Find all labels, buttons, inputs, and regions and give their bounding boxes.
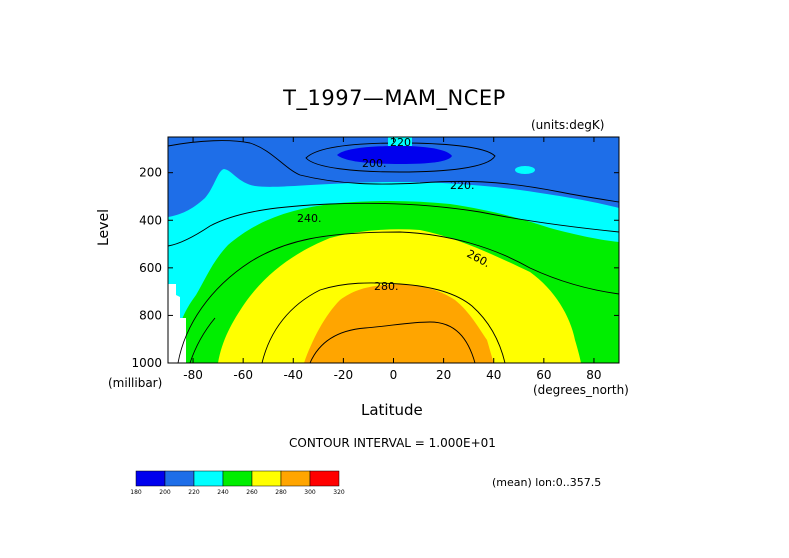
x-tick-label: 0: [390, 368, 398, 382]
y-tick-label: 800: [139, 308, 162, 322]
x-tick-label: -60: [233, 368, 253, 382]
colorbar: 180 200 220 240 260 280 300 320: [130, 470, 345, 496]
contour-lines: [168, 140, 619, 363]
contour-line-edge: [189, 317, 216, 363]
x-tick-label: 20: [436, 368, 451, 382]
colorbar-level-label: 180: [130, 489, 142, 496]
x-tick-label: 80: [586, 368, 601, 382]
contour-line-280: [261, 282, 506, 363]
band-white-strip: [168, 284, 186, 363]
contour-label-200: 200.: [362, 157, 387, 170]
colorbar-swatch: [135, 470, 166, 487]
colorbar-level-label: 280: [275, 489, 287, 496]
band-darkblue: [337, 146, 452, 164]
y-axis-units: (millibar): [108, 376, 163, 390]
units-label: (units:degK): [531, 118, 605, 132]
contour-line-200: [305, 142, 496, 173]
colorbar-swatch: [309, 470, 340, 487]
x-tick-label: -40: [283, 368, 303, 382]
x-tick-label: -80: [183, 368, 203, 382]
y-tick-label: 200: [139, 166, 162, 180]
contour-line-240: [168, 202, 619, 247]
colorbar-level-label: 320: [333, 489, 345, 496]
colorbar-swatch: [193, 470, 224, 487]
colorbar-level-label: 220: [188, 489, 200, 496]
x-tick-label: 60: [536, 368, 551, 382]
y-tick-label: 1000: [131, 356, 162, 370]
contour-interval: CONTOUR INTERVAL = 1.000E+01: [289, 436, 496, 450]
colorbar-swatch: [251, 470, 282, 487]
chart-title: T_1997—MAM_NCEP: [283, 86, 506, 110]
mean-longitude-note: (mean) lon:0..357.5: [492, 476, 602, 489]
x-axis-ticks: -80 -60 -40 -20 0 20 40 60 80: [183, 137, 602, 382]
y-tick-label: 400: [139, 213, 162, 227]
colorbar-level-label: 260: [246, 489, 258, 496]
colorbar-level-label: 300: [304, 489, 316, 496]
x-tick-label: 40: [486, 368, 501, 382]
x-axis-label: Latitude: [361, 401, 423, 419]
contour-label-280: 280.: [374, 280, 399, 293]
band-orange: [304, 284, 494, 363]
band-cyan-patch: [515, 166, 535, 174]
contour-label-220: 220.: [450, 179, 475, 192]
contour-label-220-top: 220: [390, 136, 411, 149]
band-blue: [168, 137, 619, 217]
y-tick-label: 600: [139, 261, 162, 275]
x-tick-label: -20: [334, 368, 354, 382]
colorbar-level-label: 200: [159, 489, 171, 496]
x-axis-units: (degrees_north): [533, 383, 629, 397]
colorbar-swatch: [164, 470, 195, 487]
colorbar-level-label: 240: [217, 489, 229, 496]
colorbar-swatch: [280, 470, 311, 487]
contour-label-240: 240.: [297, 212, 322, 225]
contour-line-260: [177, 231, 619, 363]
contour-line-220: [168, 140, 619, 203]
plot-area: 220 200. 220. 240. 260. 280.: [168, 136, 619, 363]
y-axis-ticks: 200 400 600 800 1000: [131, 166, 619, 370]
contour-line-inner: [309, 321, 476, 363]
colorbar-swatch: [222, 470, 253, 487]
